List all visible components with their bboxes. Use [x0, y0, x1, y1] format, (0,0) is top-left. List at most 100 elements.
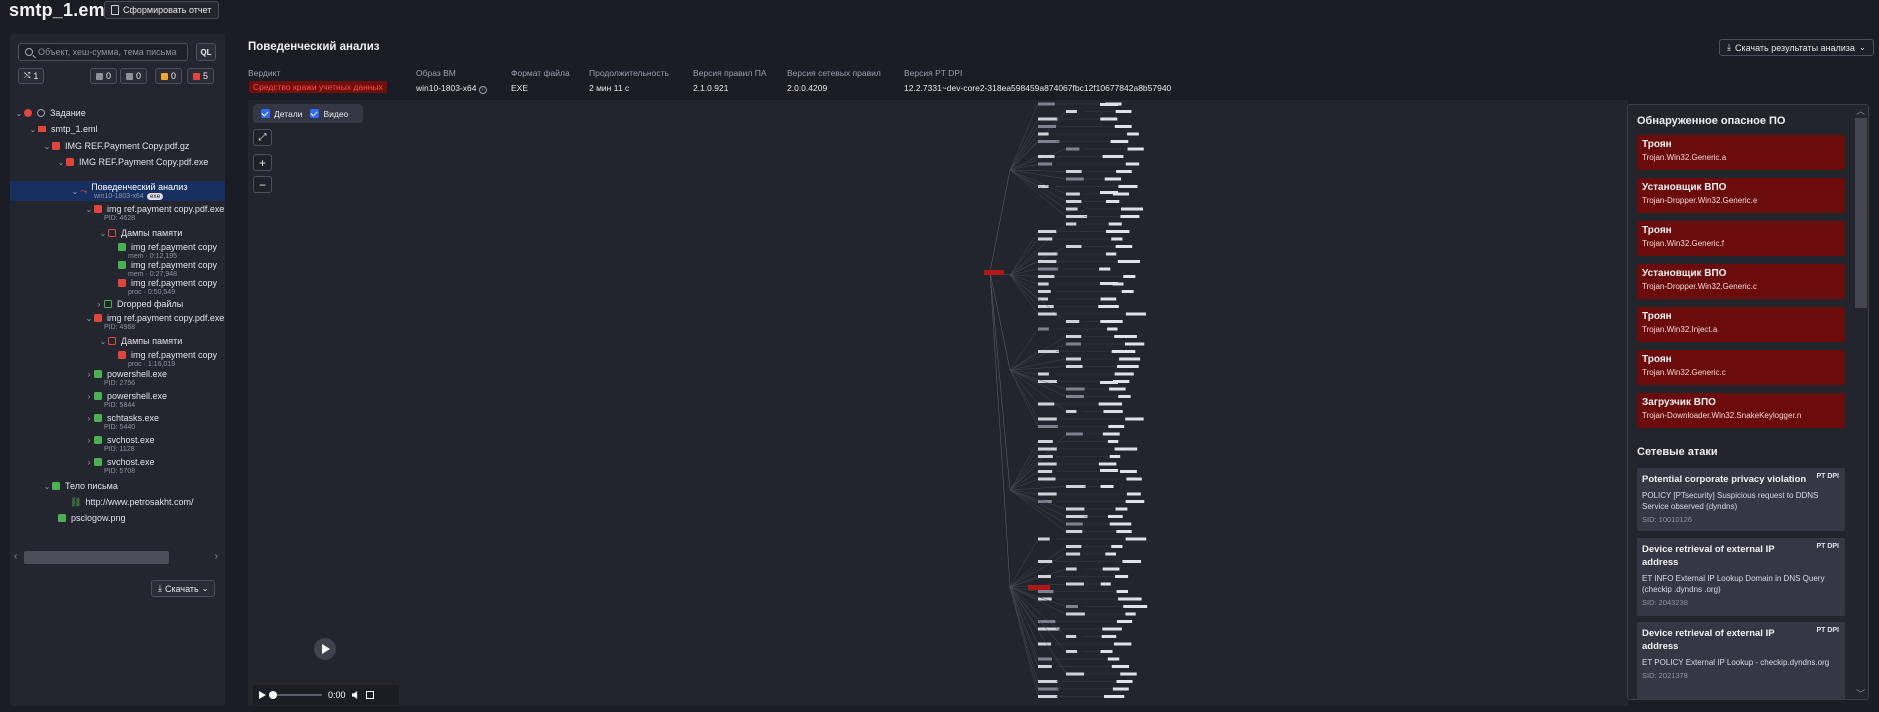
process-graph[interactable] — [248, 100, 1628, 706]
gray-counter[interactable]: 0 — [90, 68, 118, 84]
graph-node[interactable] — [1066, 395, 1084, 398]
tree-item-process[interactable]: › svchost.exe — [10, 433, 225, 447]
graph-node[interactable] — [1125, 500, 1145, 503]
graph-node[interactable] — [1115, 110, 1132, 113]
graph-node[interactable] — [1038, 590, 1054, 593]
volume-icon[interactable] — [351, 691, 358, 699]
graph-node[interactable] — [1123, 275, 1136, 278]
graph-node[interactable] — [1101, 635, 1117, 638]
tree-item-dropped-files[interactable]: › Dropped файлы — [10, 297, 225, 311]
tree-item-process[interactable]: › schtasks.exe — [10, 411, 225, 425]
graph-node[interactable] — [1066, 522, 1083, 526]
graph-node[interactable] — [1038, 627, 1060, 631]
graph-node[interactable] — [1100, 485, 1114, 488]
graph-node[interactable] — [1066, 177, 1084, 181]
behavior-graph-canvas[interactable] — [248, 100, 1628, 706]
seek-knob[interactable] — [269, 691, 277, 699]
graph-node[interactable] — [1125, 312, 1146, 316]
graph-node[interactable] — [1038, 620, 1056, 623]
graph-node[interactable] — [1127, 132, 1139, 136]
graph-node[interactable] — [1111, 665, 1130, 668]
horizontal-scrollbar[interactable]: ‹ › — [14, 549, 218, 565]
graph-node[interactable] — [1125, 612, 1136, 616]
graph-node[interactable] — [1127, 147, 1144, 151]
graph-node[interactable] — [1038, 290, 1051, 293]
scrollbar-thumb[interactable] — [1855, 118, 1867, 308]
graph-node[interactable] — [1066, 215, 1088, 218]
graph-node[interactable] — [1111, 350, 1136, 353]
graph-node[interactable] — [1108, 515, 1123, 518]
graph-node[interactable] — [1066, 432, 1083, 436]
graph-node[interactable] — [1038, 575, 1051, 578]
tree-item-mail-body[interactable]: ⌄ Тело письма — [10, 479, 225, 493]
graph-node[interactable] — [1038, 492, 1057, 496]
graph-node[interactable] — [1100, 650, 1113, 653]
graph-node[interactable] — [1066, 545, 1082, 548]
tree-item-process[interactable]: ⌄ img ref.payment copy.pdf.exe — [10, 202, 225, 216]
graph-node[interactable] — [1100, 297, 1117, 301]
tree-item-process[interactable]: › powershell.exe — [10, 367, 225, 381]
zoom-out-button[interactable]: − — [253, 176, 272, 193]
graph-node[interactable] — [1105, 252, 1117, 256]
fullscreen-icon[interactable] — [365, 691, 374, 699]
graph-node[interactable] — [1066, 387, 1085, 391]
graph-node[interactable] — [1066, 207, 1078, 211]
graph-node[interactable] — [1113, 642, 1132, 646]
graph-node[interactable] — [1114, 372, 1134, 376]
search-box[interactable] — [18, 43, 188, 61]
tree-item-process[interactable]: ⌄ img ref.payment copy.pdf.exe — [10, 311, 225, 325]
download-results-button[interactable]: ⤓ Скачать результаты анализа ⌄ — [1719, 39, 1874, 56]
graph-node[interactable] — [1102, 155, 1124, 158]
graph-node[interactable] — [1108, 425, 1125, 428]
graph-node[interactable] — [1038, 380, 1058, 383]
ql-button[interactable]: QL — [196, 43, 216, 61]
tree-item-image[interactable]: psclogow.png — [10, 511, 225, 525]
graph-node[interactable] — [1112, 192, 1130, 196]
graph-node[interactable] — [1107, 440, 1119, 443]
graph-node[interactable] — [1066, 612, 1086, 616]
graph-node[interactable] — [1066, 365, 1083, 368]
graph-node[interactable] — [1066, 342, 1082, 346]
graph-node[interactable] — [1111, 237, 1123, 241]
graph-node[interactable] — [1119, 357, 1141, 361]
graph-node[interactable] — [1066, 507, 1085, 511]
graph-node[interactable] — [1108, 222, 1122, 226]
graph-node[interactable] — [1038, 117, 1058, 121]
graph-node[interactable] — [1038, 260, 1057, 263]
graph-node[interactable] — [1038, 500, 1052, 503]
graph-node[interactable] — [1120, 207, 1144, 211]
graph-node[interactable] — [1104, 177, 1122, 181]
malware-item[interactable]: Троян Trojan.Win32.Generic.c — [1637, 350, 1845, 385]
graph-node[interactable] — [1099, 267, 1111, 271]
graph-node[interactable] — [1098, 402, 1123, 406]
video-play-overlay-button[interactable] — [314, 638, 336, 660]
graph-node[interactable] — [1038, 657, 1052, 661]
network-attack-item[interactable]: Device retrieval of external IP address … — [1637, 622, 1845, 699]
graph-node[interactable] — [1116, 680, 1133, 683]
graph-node[interactable] — [1066, 357, 1081, 361]
tree-item-dump[interactable]: img ref.payment copy — [10, 258, 225, 272]
graph-node[interactable] — [1038, 687, 1059, 691]
graph-node[interactable] — [1100, 103, 1118, 106]
graph-node[interactable] — [1066, 530, 1083, 533]
graph-node[interactable] — [1038, 252, 1058, 256]
download-button[interactable]: ⤓ Скачать ⌄ — [151, 580, 216, 597]
graph-node[interactable] — [1038, 462, 1057, 466]
graph-node[interactable] — [1038, 297, 1049, 301]
graph-node[interactable] — [1102, 567, 1120, 571]
network-attack-item[interactable]: Potential corporate privacy violation PT… — [1637, 468, 1845, 531]
graph-node[interactable] — [1125, 417, 1144, 421]
graph-node[interactable] — [1038, 140, 1060, 143]
graph-node[interactable] — [1038, 275, 1055, 278]
graph-node[interactable] — [1066, 335, 1082, 338]
graph-node[interactable] — [1115, 245, 1133, 248]
graph-node[interactable] — [1066, 222, 1077, 226]
graph-node[interactable] — [1100, 469, 1118, 472]
graph-node[interactable] — [1114, 447, 1138, 451]
graph-node[interactable] — [1116, 170, 1132, 173]
malware-item[interactable]: Установщик ВПО Trojan-Dropper.Win32.Gener… — [1637, 264, 1845, 299]
tree-item-memory-dumps[interactable]: ⌄ Дампы памяти — [10, 334, 225, 348]
graph-node[interactable] — [1098, 305, 1119, 308]
details-toggle[interactable]: Детали — [261, 109, 302, 119]
graph-node[interactable] — [1038, 327, 1049, 331]
